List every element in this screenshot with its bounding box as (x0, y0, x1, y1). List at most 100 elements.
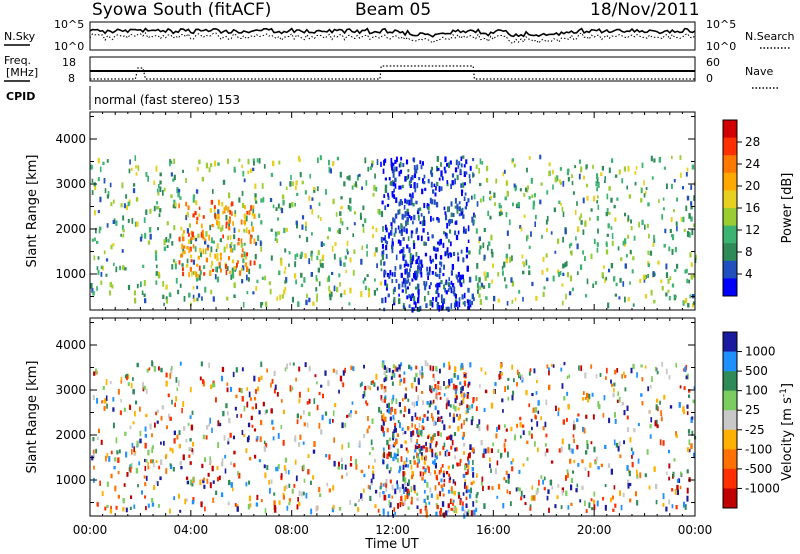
heatmap-cell (95, 448, 98, 454)
heatmap-cell (170, 194, 173, 199)
heatmap-cell (172, 204, 175, 209)
heatmap-cell (482, 195, 485, 202)
heatmap-cell (428, 501, 431, 505)
heatmap-cell (416, 492, 419, 496)
heatmap-cell (618, 441, 621, 446)
heatmap-cell (390, 406, 393, 412)
heatmap-cell (175, 277, 178, 284)
heatmap-cell (208, 167, 211, 173)
heatmap-cell (636, 473, 639, 479)
heatmap-cell (200, 361, 203, 367)
heatmap-cell (629, 437, 632, 443)
heatmap-cell (671, 183, 673, 189)
heatmap-cell (223, 246, 226, 253)
heatmap-cell (447, 219, 450, 224)
heatmap-cell (99, 226, 102, 231)
heatmap-cell (566, 169, 569, 176)
heatmap-cell (312, 449, 316, 454)
heatmap-cell (429, 487, 432, 493)
heatmap-cell (419, 266, 421, 271)
heatmap-cell (226, 382, 229, 386)
heatmap-cell (593, 446, 596, 453)
heatmap-cell (578, 365, 580, 371)
y-tick-label: 1000 (55, 473, 86, 487)
heatmap-cell (328, 285, 330, 292)
heatmap-cell (364, 157, 367, 164)
heatmap-cell (240, 413, 243, 418)
heatmap-cell (377, 508, 380, 513)
heatmap-cell (436, 282, 439, 287)
heatmap-cell (428, 434, 431, 438)
heatmap-cell (222, 179, 226, 185)
heatmap-cell (640, 188, 643, 194)
heatmap-cell (610, 468, 613, 475)
heatmap-cell (622, 492, 625, 498)
heatmap-cell (311, 197, 314, 201)
heatmap-cell (687, 303, 690, 308)
heatmap-cell (532, 205, 535, 210)
heatmap-cell (394, 488, 397, 495)
heatmap-cell (93, 255, 96, 261)
heatmap-cell (390, 451, 393, 458)
heatmap-cell (462, 492, 465, 496)
heatmap-cell (360, 493, 363, 500)
heatmap-cell (615, 442, 619, 448)
heatmap-cell (144, 232, 147, 239)
heatmap-cell (463, 509, 466, 515)
heatmap-cell (196, 166, 199, 172)
heatmap-cell (511, 364, 514, 370)
heatmap-cell (399, 465, 402, 471)
heatmap-cell (582, 229, 585, 235)
heatmap-cell (301, 224, 304, 230)
heatmap-cell (390, 161, 393, 166)
heatmap-cell (178, 493, 180, 499)
heatmap-cell (140, 233, 143, 239)
heatmap-cell (375, 489, 378, 494)
heatmap-cell (135, 400, 138, 405)
heatmap-cell (439, 510, 442, 516)
heatmap-cell (457, 165, 460, 169)
heatmap-cell (383, 386, 386, 390)
heatmap-cell (112, 220, 115, 224)
heatmap-cell (437, 218, 440, 223)
heatmap-cell (604, 444, 607, 449)
heatmap-cell (196, 277, 199, 282)
heatmap-cell (409, 184, 412, 188)
heatmap-cell (447, 465, 450, 470)
heatmap-cell (204, 457, 206, 462)
heatmap-cell (206, 247, 209, 251)
heatmap-cell (187, 422, 190, 426)
heatmap-cell (453, 372, 456, 378)
heatmap-cell (419, 370, 422, 376)
heatmap-cell (669, 229, 672, 233)
heatmap-cell (384, 296, 387, 303)
heatmap-cell (464, 182, 466, 186)
heatmap-cell (408, 479, 410, 485)
heatmap-cell (162, 189, 164, 196)
heatmap-cell (477, 284, 480, 290)
heatmap-cell (483, 271, 486, 276)
heatmap-cell (674, 246, 677, 253)
heatmap-cell (242, 258, 245, 264)
heatmap-cell (104, 188, 107, 194)
x-tick-label: 08:00 (274, 523, 309, 537)
heatmap-cell (227, 235, 229, 241)
heatmap-cell (120, 233, 122, 237)
heatmap-cell (236, 262, 238, 268)
heatmap-cell (151, 498, 154, 503)
heatmap-cell (272, 426, 275, 430)
heatmap-cell (125, 451, 128, 458)
heatmap-cell (296, 504, 299, 510)
heatmap-cell (421, 375, 423, 379)
heatmap-cell (469, 165, 472, 171)
heatmap-cell (388, 368, 391, 373)
heatmap-cell (605, 249, 609, 255)
colorbar-segment (723, 208, 737, 227)
heatmap-cell (186, 480, 189, 485)
heatmap-cell (443, 284, 446, 290)
heatmap-cell (558, 448, 561, 453)
heatmap-cell (668, 499, 671, 505)
heatmap-cell (460, 274, 463, 280)
heatmap-cell (367, 166, 370, 172)
heatmap-cell (375, 187, 378, 192)
